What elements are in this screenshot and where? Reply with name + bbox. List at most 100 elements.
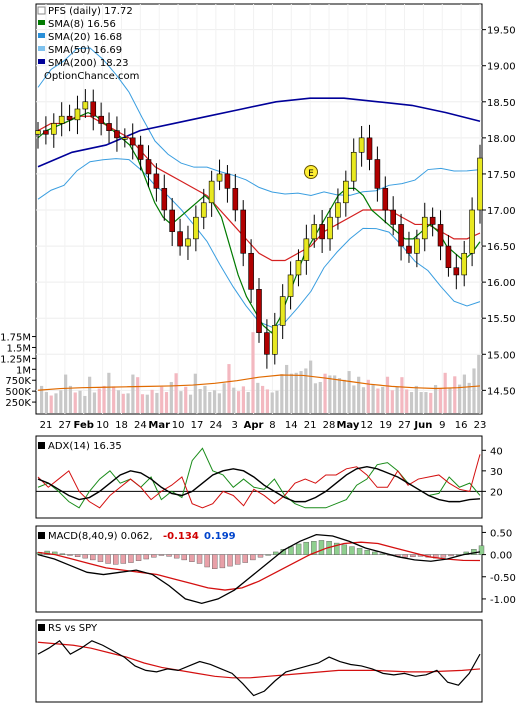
volume-bar: [289, 373, 294, 413]
candle-body: [366, 137, 373, 160]
volume-bar: [472, 368, 476, 413]
macd-histogram-bar: [120, 554, 127, 564]
macd-histogram-bar: [143, 554, 149, 560]
candle-body: [224, 173, 231, 189]
candle-body: [453, 267, 460, 276]
volume-bar: [376, 388, 380, 413]
volume-bar: [169, 381, 173, 413]
macd-histogram-bar: [402, 554, 408, 558]
x-tick-label: May: [336, 420, 359, 431]
volume-y-tick-label: 250K: [5, 398, 31, 409]
macd-histogram-bar: [113, 554, 119, 565]
plus-di-line: [37, 447, 481, 509]
candle-body: [303, 238, 310, 261]
volume-bar: [275, 390, 279, 413]
volume-bar: [184, 386, 188, 413]
candle-body: [350, 151, 357, 182]
volume-bar: [174, 373, 178, 413]
volume-bar: [150, 389, 154, 413]
macd-histogram-bar: [257, 554, 264, 558]
candle-body: [248, 252, 254, 290]
macd-histogram-bar: [219, 554, 226, 569]
volume-bar: [299, 371, 303, 413]
candle-body: [240, 209, 247, 254]
volume-bar: [433, 385, 438, 413]
rs-average-line: [37, 641, 481, 679]
earnings-marker: E: [304, 165, 318, 179]
candle-body: [327, 216, 333, 240]
price-y-tick-label: 17.50: [487, 170, 516, 181]
rs-panel-frame: [35, 619, 483, 703]
watermark: OptionChance.com: [44, 71, 139, 82]
macd-histogram-bar: [135, 554, 142, 562]
price-y-tick-label: 18.00: [487, 134, 516, 145]
x-tick-label: 12: [360, 420, 373, 431]
macd-line: [37, 533, 481, 605]
legend-swatch-sma8: [38, 20, 45, 25]
candle-body: [106, 123, 112, 131]
x-tick-label: 27: [59, 420, 72, 431]
volume-bar: [337, 378, 342, 413]
volume-bar: [64, 374, 68, 413]
volume-bar: [347, 371, 351, 413]
volume-bar: [366, 379, 370, 413]
upper-band-line: [37, 47, 481, 196]
volume-bar: [131, 374, 135, 413]
volume-bar: [429, 392, 433, 413]
macd-histogram-bar: [341, 544, 348, 555]
adx-line: [37, 466, 481, 503]
volume-bar: [361, 387, 366, 413]
candle-body: [169, 209, 175, 232]
x-tick-label: 21: [304, 420, 317, 431]
macd-histogram-bar: [67, 554, 73, 556]
candle-body: [58, 115, 65, 124]
volume-bar: [68, 385, 73, 413]
price-y-tick-label: 18.50: [487, 98, 516, 109]
macd-histogram-bar: [318, 540, 325, 555]
macd-histogram-bar: [349, 546, 355, 555]
legend-label-pfs: PFS (daily) 17.72: [48, 6, 133, 17]
volume-y-tick-label: 500K: [5, 387, 31, 398]
volume-bar: [462, 374, 466, 413]
macd-histogram-bar: [151, 554, 157, 558]
x-tick-label: 17: [191, 420, 204, 431]
volume-bar: [126, 393, 130, 413]
macd-label: MACD(8,40,9) 0.062,: [48, 531, 153, 542]
volume-bar: [357, 376, 361, 413]
x-tick-label: 21: [40, 420, 53, 431]
volume-bar: [309, 360, 313, 413]
macd-histogram-bar: [372, 551, 378, 555]
price-y-tick-label: 19.00: [487, 62, 516, 73]
candle-body: [406, 245, 412, 254]
candle-body: [153, 173, 160, 189]
volume-bar: [438, 388, 442, 413]
volume-bar: [256, 382, 260, 413]
candle-body: [122, 137, 128, 140]
volume-bar: [136, 377, 140, 413]
candle-body: [264, 332, 270, 355]
candle-body: [319, 224, 325, 240]
x-tick-label: Jun: [413, 420, 432, 431]
candle-body: [129, 137, 136, 146]
volume-bar: [160, 386, 164, 413]
volume-bar: [140, 394, 145, 413]
macd-histogram-bar: [311, 541, 317, 555]
candle-body: [469, 209, 475, 254]
volume-bar: [236, 391, 241, 413]
price-y-tick-label: 14.50: [487, 386, 516, 397]
adx-y-tick-label: 30: [490, 467, 503, 478]
volume-bar: [318, 381, 322, 413]
price-y-tick-label: 16.00: [487, 278, 516, 289]
volume-bar: [97, 388, 101, 413]
x-tick-label: 27: [398, 420, 411, 431]
volume-bar: [395, 386, 399, 413]
candle-body: [437, 224, 444, 247]
macd-histogram-bar: [440, 554, 447, 558]
macd-histogram-bar: [227, 554, 233, 567]
macd-histogram-bar: [303, 541, 309, 555]
adx-y-tick-label: 20: [490, 487, 503, 498]
volume-bar: [198, 388, 202, 413]
volume-bar: [107, 372, 111, 413]
volume-bar: [241, 386, 245, 413]
candle-body: [137, 144, 144, 160]
